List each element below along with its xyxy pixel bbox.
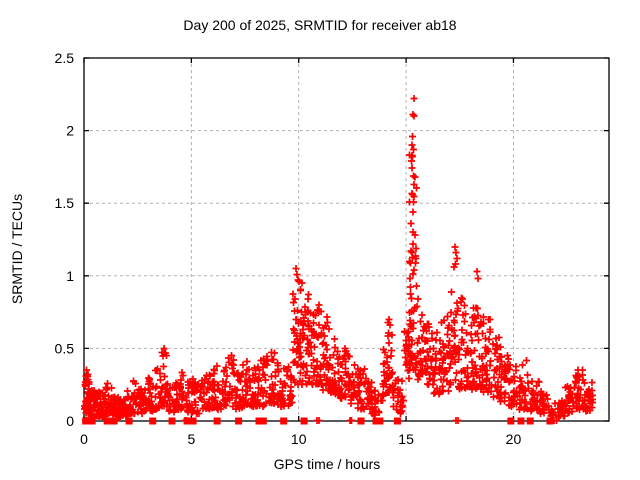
x-tick-label: 0: [80, 431, 88, 447]
x-tick-label: 5: [187, 431, 195, 447]
x-tick-label: 10: [291, 431, 307, 447]
x-tick-labels: 0 5 10 15 20: [80, 431, 521, 447]
y-tick-labels: 0 0.5 1 1.5 2 2.5: [55, 50, 75, 429]
y-tick-label: 0: [66, 413, 74, 429]
y-tick-label: 0.5: [55, 340, 75, 356]
y-tick-label: 1: [66, 268, 74, 284]
x-tick-label: 20: [506, 431, 522, 447]
y-tick-label: 2: [66, 123, 74, 139]
chart-title: Day 200 of 2025, SRMTID for receiver ab1…: [183, 17, 456, 33]
x-axis-label: GPS time / hours: [274, 456, 381, 472]
y-tick-label: 2.5: [55, 50, 75, 66]
y-tick-label: 1.5: [55, 195, 75, 211]
zero-value-markers: [82, 417, 554, 425]
gridlines: [84, 58, 609, 421]
x-tick-label: 15: [398, 431, 414, 447]
scatter-points: [81, 95, 596, 424]
y-axis-label: SRMTID / TECUs: [9, 194, 25, 304]
